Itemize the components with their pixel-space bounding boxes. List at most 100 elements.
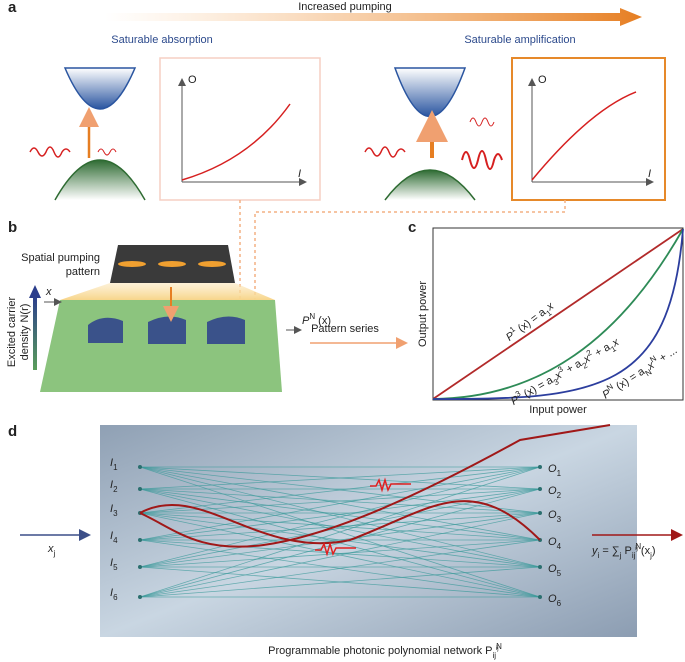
panel-label: a — [8, 0, 17, 16]
pattern-label: pattern — [66, 266, 100, 278]
waveguide — [139, 466, 541, 514]
input-label: I5 — [110, 557, 118, 572]
text-part: (x — [638, 545, 651, 557]
node — [138, 465, 142, 469]
text-part: N — [635, 542, 641, 551]
text-part: ij — [635, 546, 638, 552]
valence-band — [54, 159, 146, 201]
pulse — [29, 146, 71, 158]
pulse — [461, 150, 503, 170]
node — [138, 487, 142, 491]
input-label: xj — [47, 543, 56, 558]
panel-label: d — [8, 423, 17, 440]
text-part: I — [110, 503, 113, 515]
panel-label: b — [8, 219, 17, 236]
waveguide — [139, 539, 541, 568]
output-label: O6 — [548, 593, 562, 608]
curve — [531, 91, 637, 181]
input-label: I1 — [110, 457, 118, 472]
text-part: 2 — [585, 347, 594, 357]
waveguide — [139, 512, 541, 598]
curve-high-order — [432, 228, 684, 400]
pump-spot — [198, 261, 226, 267]
density-axis — [33, 296, 37, 370]
text-part: P — [621, 545, 631, 557]
text-part: 3 — [113, 509, 118, 518]
text-part: I — [110, 530, 113, 542]
text-part: N — [309, 312, 315, 321]
text-part: 1 — [508, 324, 517, 334]
conduction-band — [393, 67, 467, 117]
text-part: j — [53, 549, 56, 558]
waveguide — [139, 488, 541, 541]
pulse — [315, 541, 356, 557]
axis-label: Output power — [417, 281, 429, 347]
text-part: O — [548, 463, 557, 475]
carrier-bump — [148, 316, 186, 344]
text-part: 4 — [113, 536, 118, 545]
text-part: N — [496, 642, 502, 651]
waveguide — [139, 512, 541, 568]
text-part: N — [648, 353, 658, 364]
node — [538, 465, 542, 469]
pump-beam — [60, 283, 275, 300]
text-part: j — [619, 551, 622, 560]
output-label: O2 — [548, 485, 562, 500]
text-part: P — [302, 315, 310, 327]
text-part: 4 — [557, 542, 562, 551]
curve — [181, 103, 291, 181]
text-part: ) — [652, 545, 656, 557]
text-part: ij — [632, 551, 636, 560]
curve-cubic — [432, 228, 684, 400]
waveguide — [139, 466, 541, 568]
text-part: ij — [493, 651, 497, 660]
node — [538, 595, 542, 599]
axis-label: density N(r) — [19, 304, 31, 361]
gain-slab — [40, 300, 282, 392]
waveguide — [139, 466, 541, 598]
text-part: O — [548, 509, 557, 521]
text-part: 3 — [556, 364, 565, 374]
density-axis-head — [29, 285, 41, 298]
pulse — [97, 148, 117, 156]
waveguide — [139, 488, 541, 598]
caption: Programmable photonic polynomial network… — [268, 642, 502, 660]
text-part: 1 — [544, 308, 553, 318]
waveguide — [139, 466, 541, 490]
axis-label: O — [188, 74, 197, 86]
valence-band — [384, 169, 476, 201]
text-part: = ∑ — [599, 545, 620, 557]
text-part: O — [548, 563, 557, 575]
text-part: I — [110, 479, 113, 491]
text-part: Programmable photonic polynomial network… — [268, 645, 492, 657]
axis-label: Input power — [529, 404, 587, 416]
input-label: I6 — [110, 587, 118, 602]
waveguide — [139, 539, 541, 598]
output-label: PN (x) — [302, 312, 331, 327]
output-label: O4 — [548, 536, 562, 551]
carrier-bump — [88, 317, 123, 343]
text-part: x — [47, 543, 54, 555]
text-part: 5 — [557, 569, 562, 578]
text-part: O — [548, 485, 557, 497]
pulse — [370, 477, 411, 493]
pump-spot — [158, 261, 186, 267]
text-part: 1 — [113, 463, 118, 472]
input-label: I3 — [110, 503, 118, 518]
pattern-label: Spatial pumping — [21, 252, 100, 264]
curve-linear — [432, 228, 684, 400]
waveguide — [139, 488, 541, 514]
signal-path — [139, 500, 541, 545]
text-part: I — [110, 557, 113, 569]
subtitle: Saturable amplification — [464, 34, 575, 46]
subtitle: Saturable absorption — [111, 34, 213, 46]
text-part: I — [110, 587, 113, 599]
pump-spot — [118, 261, 146, 267]
text-part: j — [649, 551, 652, 560]
axis-label: I — [648, 168, 651, 180]
text-part: 2 — [581, 360, 590, 370]
output-label: O5 — [548, 563, 562, 578]
text-part: ij — [496, 646, 499, 652]
conduction-band — [63, 67, 137, 110]
text-part: i — [598, 551, 600, 560]
